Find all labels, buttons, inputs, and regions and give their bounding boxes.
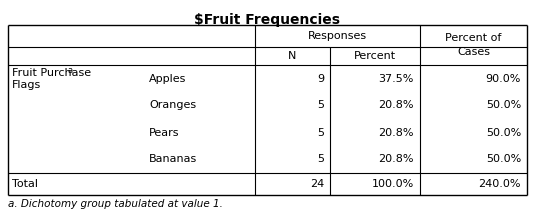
Text: $Fruit Frequencies: $Fruit Frequencies: [195, 13, 340, 27]
Text: Oranges: Oranges: [149, 101, 196, 111]
Text: 37.5%: 37.5%: [379, 73, 414, 83]
Text: 24: 24: [310, 179, 324, 189]
Text: 50.0%: 50.0%: [486, 154, 521, 164]
Text: a: a: [68, 66, 73, 75]
Text: Total: Total: [12, 179, 38, 189]
Text: Fruit Purchase
Flags: Fruit Purchase Flags: [12, 68, 91, 90]
Text: a. Dichotomy group tabulated at value 1.: a. Dichotomy group tabulated at value 1.: [8, 199, 223, 209]
Text: N: N: [288, 51, 297, 61]
Text: 90.0%: 90.0%: [486, 73, 521, 83]
Text: Percent: Percent: [354, 51, 396, 61]
Text: 5: 5: [317, 101, 324, 111]
Text: 20.8%: 20.8%: [378, 154, 414, 164]
Text: 50.0%: 50.0%: [486, 128, 521, 138]
Text: 20.8%: 20.8%: [378, 101, 414, 111]
Text: Pears: Pears: [149, 128, 180, 138]
Text: 20.8%: 20.8%: [378, 128, 414, 138]
Text: 5: 5: [317, 154, 324, 164]
Text: Percent of
Cases: Percent of Cases: [445, 33, 502, 57]
Text: Apples: Apples: [149, 73, 186, 83]
Text: 9: 9: [317, 73, 324, 83]
Text: Bananas: Bananas: [149, 154, 197, 164]
Text: 50.0%: 50.0%: [486, 101, 521, 111]
Text: 240.0%: 240.0%: [478, 179, 521, 189]
Text: Responses: Responses: [308, 31, 367, 41]
Text: 5: 5: [317, 128, 324, 138]
Text: 100.0%: 100.0%: [372, 179, 414, 189]
